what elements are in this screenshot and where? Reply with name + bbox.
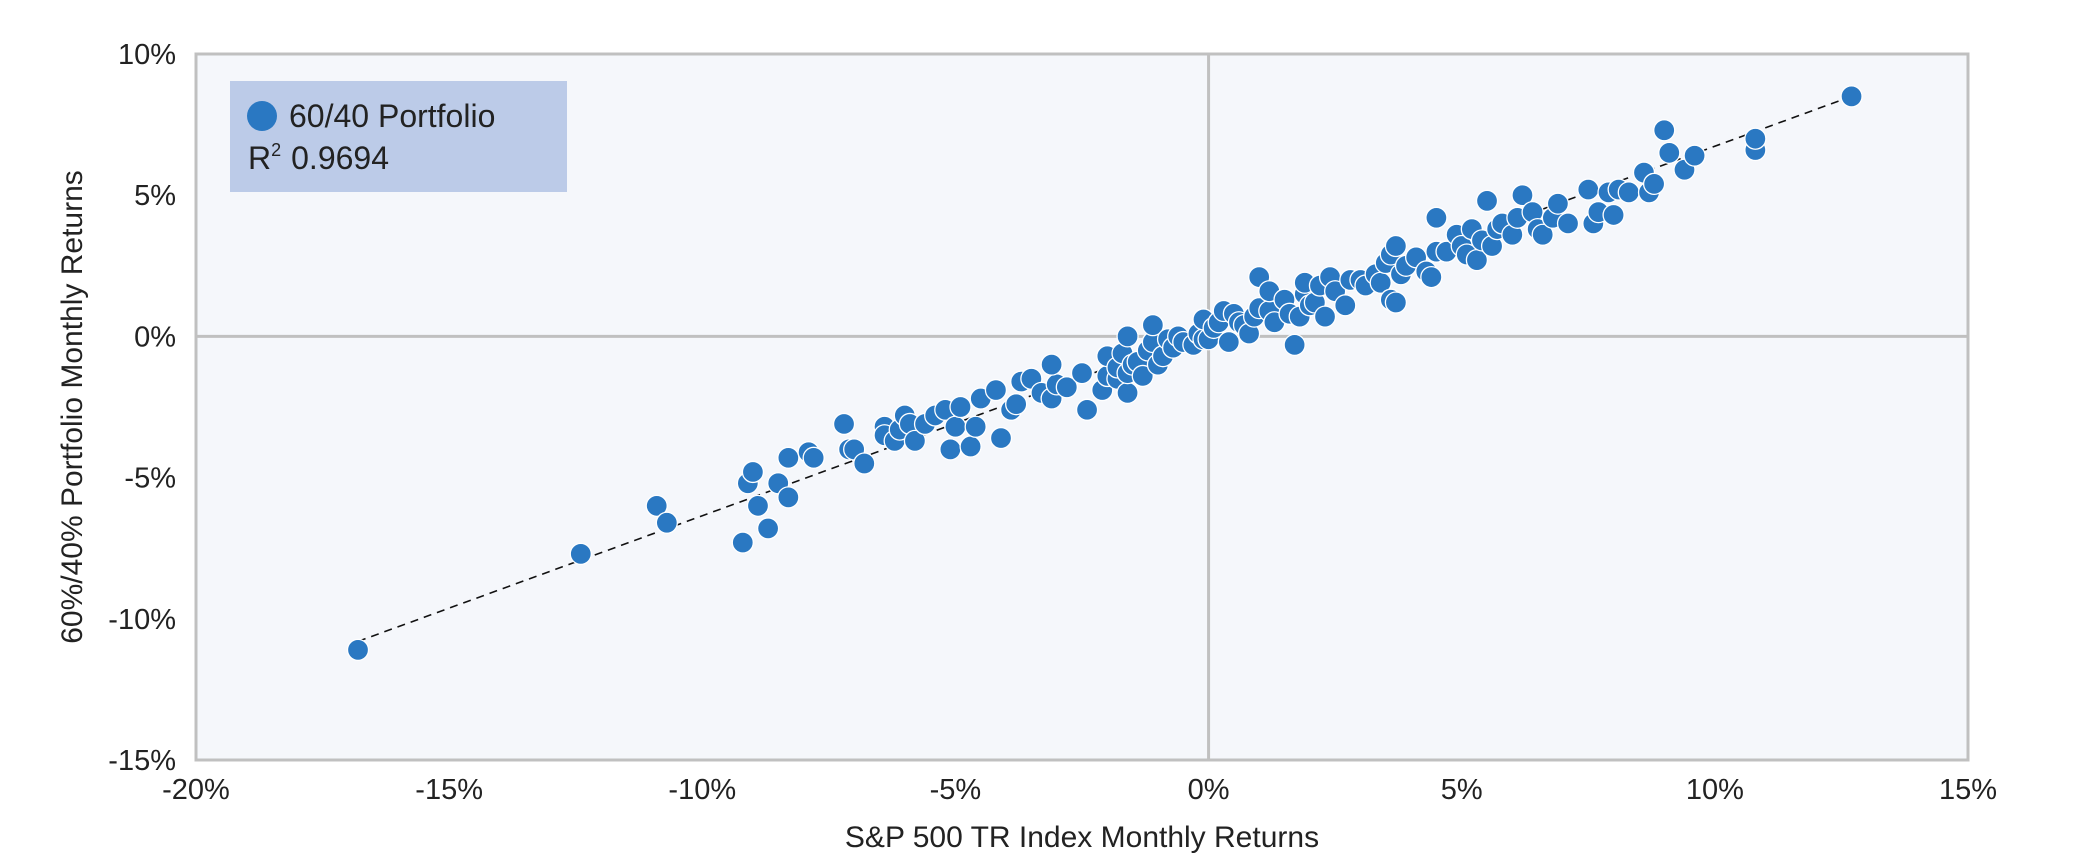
data-point — [949, 395, 972, 419]
data-point — [741, 460, 765, 484]
data-point — [1577, 178, 1600, 201]
data-point — [853, 452, 876, 475]
data-point — [1617, 181, 1640, 204]
data-point — [1683, 144, 1706, 167]
data-point — [1384, 291, 1408, 314]
legend-r2-label: R2 0.9694 — [248, 140, 389, 176]
data-point — [777, 446, 800, 469]
data-point — [944, 415, 967, 438]
data-point — [1040, 353, 1063, 376]
data-point — [569, 542, 592, 565]
data-point — [1217, 330, 1240, 354]
data-point — [756, 517, 780, 540]
data-point — [1642, 172, 1666, 196]
legend-series-name: 60/40 Portfolio — [289, 98, 495, 134]
data-point — [1055, 376, 1078, 399]
y-tick-label: -5% — [124, 463, 176, 495]
data-point — [1131, 364, 1154, 388]
legend-marker — [247, 101, 277, 131]
y-axis-tick-labels: -15% -10% -5% 0% 5% 10% — [108, 39, 176, 777]
legend-box — [230, 81, 567, 192]
data-point — [1283, 333, 1306, 357]
data-point — [1744, 127, 1767, 150]
y-tick-label: 5% — [134, 180, 176, 212]
x-tick-label: 0% — [1188, 774, 1230, 806]
data-point — [1420, 265, 1443, 289]
y-tick-label: 10% — [118, 39, 176, 71]
data-point — [939, 438, 962, 461]
data-point — [802, 446, 825, 469]
data-point — [1475, 189, 1499, 212]
data-point — [1141, 313, 1165, 337]
data-point — [1840, 85, 1863, 108]
data-point — [959, 435, 982, 458]
data-point — [1384, 234, 1408, 258]
data-point — [1653, 119, 1676, 142]
data-point — [1531, 223, 1554, 246]
data-point — [1602, 203, 1625, 227]
r2-value: 0.9694 — [291, 140, 389, 176]
x-tick-label: -15% — [415, 774, 483, 806]
y-axis-label: 60%/40% Portfolio Monthly Returns — [56, 170, 89, 644]
r2-superscript: 2 — [271, 140, 281, 160]
data-point — [777, 486, 800, 509]
data-point — [989, 426, 1013, 450]
data-point — [1546, 192, 1570, 215]
y-tick-label: -10% — [108, 604, 176, 636]
data-point — [746, 494, 770, 517]
x-tick-label: -20% — [162, 774, 230, 806]
data-point — [1658, 141, 1681, 164]
data-point — [1116, 325, 1139, 348]
x-axis-tick-labels: -20% -15% -10% -5% 0% 5% 10% 15% — [162, 774, 1997, 806]
data-point — [1005, 393, 1028, 416]
y-tick-label: -15% — [108, 745, 176, 777]
data-point — [1425, 206, 1448, 229]
data-point — [903, 429, 927, 453]
data-points — [346, 85, 1863, 662]
plot-frame — [194, 52, 1970, 762]
data-point — [1334, 294, 1357, 317]
x-tick-label: -10% — [668, 774, 736, 806]
data-point — [1511, 184, 1534, 207]
x-tick-label: 5% — [1441, 774, 1483, 806]
x-tick-label: 15% — [1939, 774, 1997, 806]
data-point — [346, 638, 370, 662]
r2-symbol: R — [248, 140, 271, 176]
data-point — [731, 531, 754, 554]
legend: 60/40 Portfolio R2 0.9694 — [230, 81, 567, 192]
data-point — [984, 378, 1008, 402]
data-point — [645, 494, 668, 517]
data-point — [1116, 381, 1139, 405]
x-tick-label: -5% — [930, 774, 982, 806]
x-tick-label: 10% — [1686, 774, 1744, 806]
y-tick-label: 0% — [134, 321, 176, 353]
data-point — [964, 415, 987, 438]
x-axis-label: S&P 500 TR Index Monthly Returns — [845, 821, 1319, 854]
data-point — [655, 511, 678, 534]
zero-lines — [196, 54, 1968, 760]
data-point — [832, 412, 856, 436]
data-point — [1313, 305, 1337, 328]
data-point — [1075, 398, 1099, 421]
data-point — [1070, 361, 1094, 385]
data-point — [1556, 212, 1580, 235]
